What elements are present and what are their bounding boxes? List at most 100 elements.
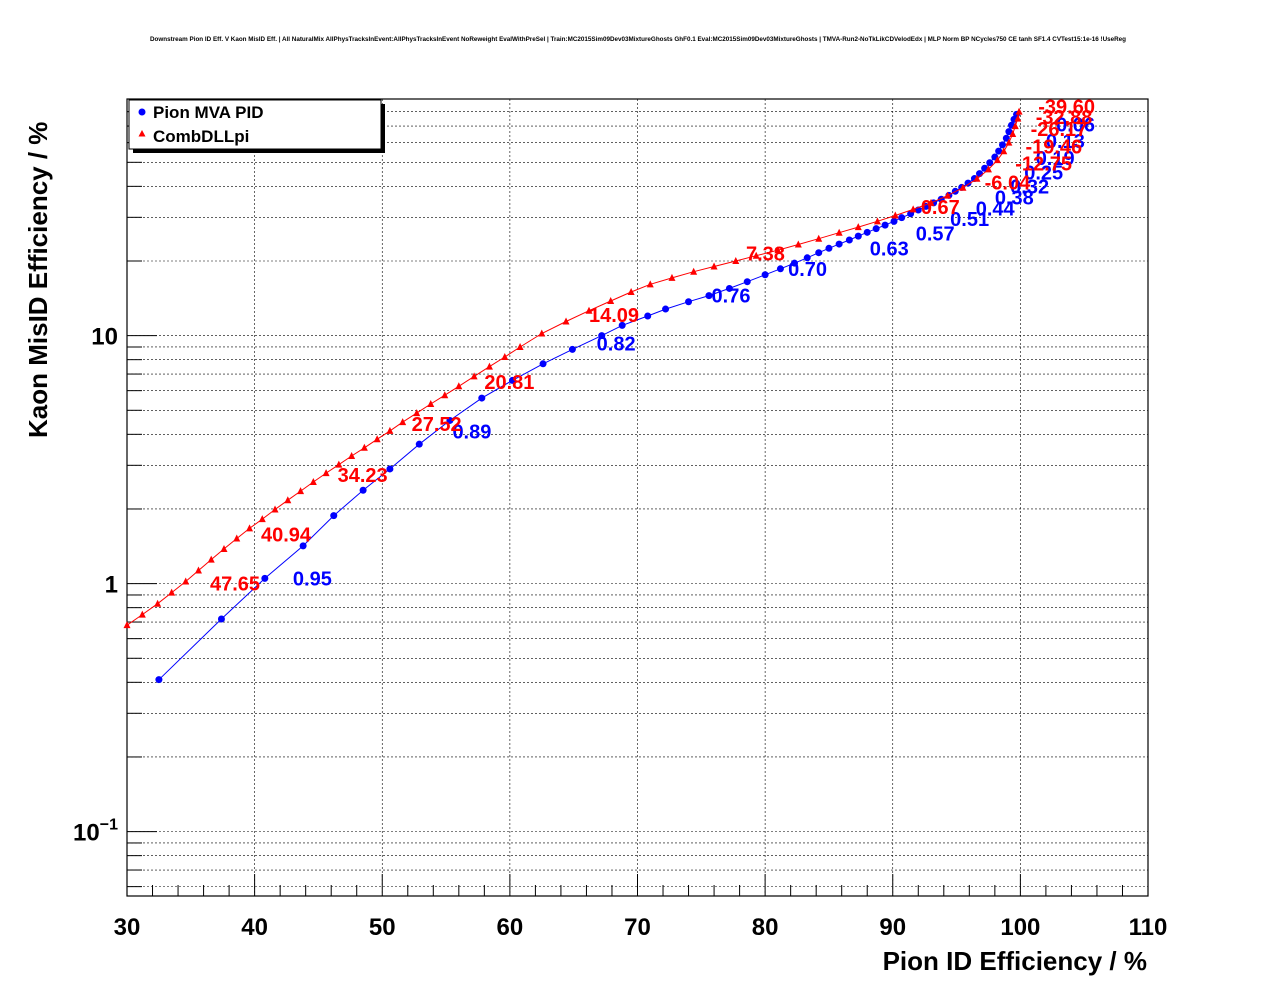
- data-point: [123, 621, 131, 629]
- point-label: 27.52: [412, 414, 462, 436]
- data-point: [922, 202, 930, 210]
- data-point: [685, 298, 693, 306]
- data-point: [155, 676, 163, 684]
- data-point: [470, 372, 478, 380]
- data-point: [182, 577, 190, 585]
- data-point: [284, 496, 292, 504]
- series-line-1: [126, 111, 1020, 626]
- data-point: [959, 183, 967, 191]
- plot-frame: [126, 98, 1149, 897]
- data-point: [207, 555, 215, 563]
- data-point: [485, 362, 493, 370]
- data-point: [258, 515, 266, 523]
- data-point: [330, 512, 338, 520]
- data-point: [618, 321, 626, 329]
- data-point: [743, 278, 751, 286]
- data-point: [455, 382, 463, 390]
- data-point: [598, 332, 606, 340]
- data-point: [478, 394, 486, 402]
- data-point: [815, 249, 823, 257]
- point-label: 0.32: [1010, 176, 1049, 198]
- data-point: [441, 391, 449, 399]
- data-point: [373, 435, 381, 443]
- data-point: [154, 599, 162, 607]
- point-label: 7.38: [746, 244, 785, 266]
- x-tick-label: 90: [879, 914, 906, 941]
- data-point: [516, 342, 524, 350]
- data-point: [138, 610, 146, 618]
- point-label: 0.44: [976, 199, 1016, 221]
- point-label: -6.04: [985, 172, 1031, 194]
- data-point: [217, 615, 225, 623]
- data-point: [690, 267, 698, 275]
- data-point: [835, 228, 843, 236]
- data-point: [348, 452, 356, 460]
- data-point: [854, 223, 862, 231]
- point-label: 0.63: [870, 238, 909, 260]
- data-point: [194, 566, 202, 574]
- x-tick-label: 40: [241, 914, 268, 941]
- x-tick-label: 50: [369, 914, 396, 941]
- data-point: [776, 265, 784, 273]
- data-point: [815, 234, 823, 242]
- data-point: [261, 574, 269, 582]
- point-label: -26.17: [1031, 119, 1088, 141]
- data-point: [386, 426, 394, 434]
- point-label: 47.65: [210, 574, 260, 596]
- data-point: [863, 228, 871, 236]
- data-point: [646, 280, 654, 288]
- legend-box: [128, 99, 382, 150]
- data-point: [944, 191, 952, 199]
- x-tick-label: 100: [1000, 914, 1040, 941]
- data-point: [359, 486, 367, 494]
- point-label: 0.19: [1036, 148, 1075, 170]
- data-point: [413, 409, 421, 417]
- point-label: 14.09: [589, 305, 639, 327]
- data-point: [710, 262, 718, 270]
- point-label: 0.95: [293, 568, 332, 590]
- data-point: [1015, 107, 1023, 115]
- data-point: [854, 232, 862, 240]
- data-point: [890, 217, 898, 225]
- data-point: [233, 534, 241, 542]
- data-point: [964, 179, 972, 187]
- data-point: [299, 542, 307, 550]
- data-point: [627, 287, 635, 295]
- data-point: [1000, 147, 1008, 155]
- data-point: [360, 443, 368, 451]
- data-point: [973, 174, 981, 182]
- grid: [127, 98, 1148, 896]
- data-point: [271, 505, 279, 513]
- x-axis-title: Pion ID Efficiency / %: [883, 946, 1147, 976]
- data-point: [881, 221, 889, 229]
- data-point: [752, 251, 760, 259]
- x-tick-label: 30: [114, 914, 141, 941]
- data-point: [246, 524, 254, 532]
- data-point: [662, 305, 670, 313]
- legend-marker-pion-mva: [138, 108, 146, 116]
- data-point: [1002, 134, 1010, 142]
- legend-label-pion-mva: Pion MVA PID: [153, 103, 264, 122]
- data-point: [790, 259, 798, 267]
- data-point: [898, 214, 906, 222]
- x-tick-labels: 30 40 50 60 70 80 90 100 110: [114, 914, 1168, 941]
- data-point: [538, 329, 546, 337]
- data-point: [399, 418, 407, 426]
- data-point: [508, 376, 516, 384]
- point-label: -32.88: [1036, 107, 1093, 129]
- x-tick-label: 60: [497, 914, 524, 941]
- point-label: -39.60: [1038, 96, 1095, 118]
- point-label: 0.70: [788, 259, 827, 281]
- legend-marker-combdllpi: [138, 130, 146, 137]
- point-label: 0.67: [921, 197, 960, 219]
- data-point: [644, 312, 652, 320]
- data-point: [872, 225, 880, 233]
- data-point: [297, 487, 305, 495]
- point-label: 0.38: [995, 188, 1034, 210]
- data-point: [168, 588, 176, 596]
- data-point: [761, 271, 769, 279]
- point-label: 0.06: [1056, 115, 1095, 137]
- point-labels: 0.95 0.89 0.82 0.76 0.70 0.63 0.570.510.440.38…: [210, 96, 1095, 595]
- data-point: [335, 460, 343, 468]
